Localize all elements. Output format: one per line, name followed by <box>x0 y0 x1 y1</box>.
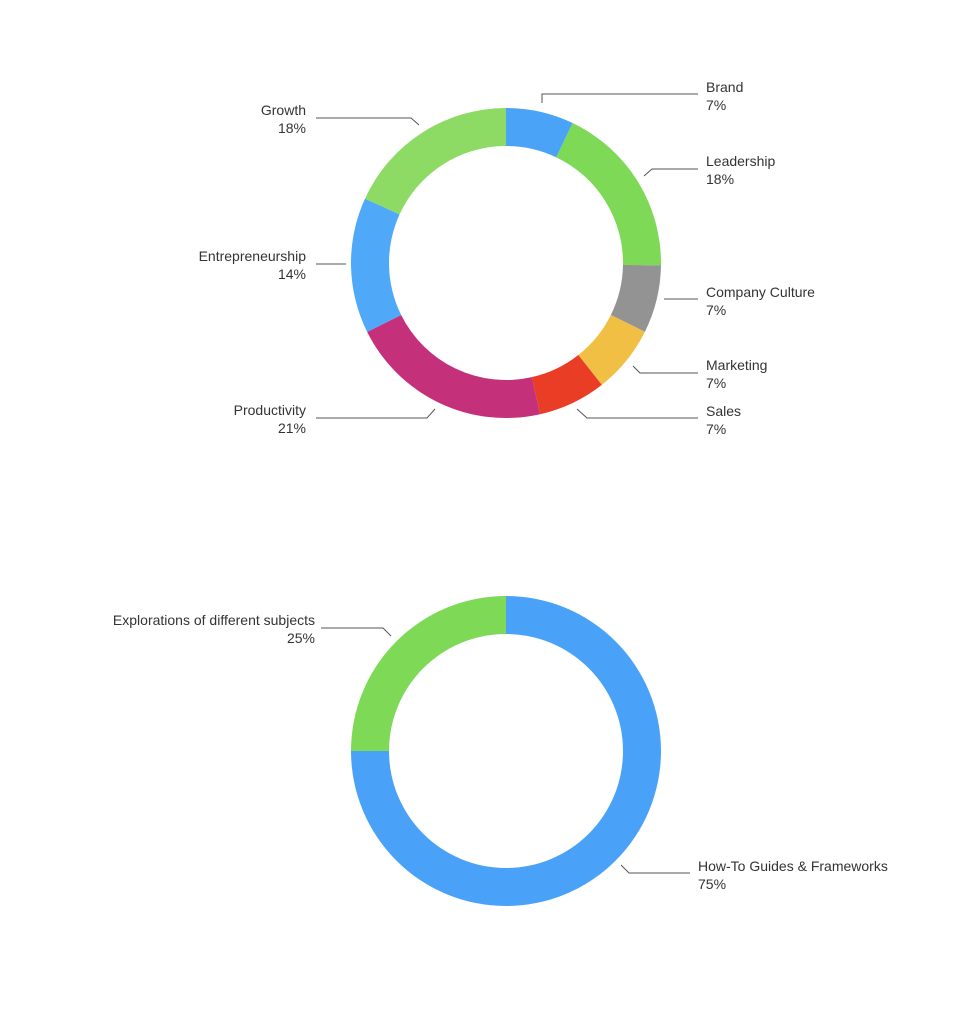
donut-slice-sales <box>531 354 602 415</box>
slice-value-how-to-guides-and-frameworks: 75% <box>698 876 726 892</box>
leader-line-brand <box>541 93 698 103</box>
leader-line-explorations-of-different-subjects <box>321 627 392 637</box>
slice-label-growth: Growth <box>261 102 306 118</box>
leader-line-sales <box>576 408 698 419</box>
donut-slice-growth <box>365 108 506 215</box>
leader-line-productivity <box>316 408 436 419</box>
slice-label-marketing: Marketing <box>706 357 767 373</box>
slice-label-how-to-guides-and-frameworks: How-To Guides & Frameworks <box>698 858 888 874</box>
slice-label-productivity: Productivity <box>234 402 306 418</box>
slice-value-leadership: 18% <box>706 171 734 187</box>
slice-value-entrepreneurship: 14% <box>278 266 306 282</box>
donut-slice-brand <box>506 108 573 158</box>
slice-value-marketing: 7% <box>706 375 726 391</box>
slice-label-explorations-of-different-subjects: Explorations of different subjects <box>113 612 315 628</box>
slice-value-brand: 7% <box>706 97 726 113</box>
donut-slice-marketing <box>578 314 645 385</box>
donut-slice-productivity <box>367 314 541 418</box>
donut-slice-leadership <box>556 123 661 266</box>
donut-chart-content-types: How-To Guides & Frameworks 75% Exploration… <box>113 596 888 906</box>
donut-slice-company-culture <box>610 264 661 332</box>
slice-value-explorations-of-different-subjects: 25% <box>287 630 315 646</box>
leader-line-leadership <box>643 168 698 177</box>
slice-value-productivity: 21% <box>278 420 306 436</box>
leader-line-marketing <box>632 365 698 374</box>
slice-label-brand: Brand <box>706 79 743 95</box>
slice-value-sales: 7% <box>706 421 726 437</box>
slice-label-sales: Sales <box>706 403 741 419</box>
slice-label-entrepreneurship: Entrepreneurship <box>199 248 307 264</box>
slice-label-leadership: Leadership <box>706 153 775 169</box>
slice-value-company-culture: 7% <box>706 302 726 318</box>
leader-line-growth <box>316 117 420 126</box>
donut-slice-entrepreneurship <box>351 198 402 332</box>
donut-chart-topics: Brand 7% Leadership 18% Company Culture 7% Mar… <box>199 79 816 437</box>
slice-value-growth: 18% <box>278 120 306 136</box>
leader-line-how-to-guides-and-frameworks <box>620 864 690 874</box>
slice-label-company-culture: Company Culture <box>706 284 815 300</box>
donut-slice-explorations-of-different-subjects <box>351 596 506 751</box>
